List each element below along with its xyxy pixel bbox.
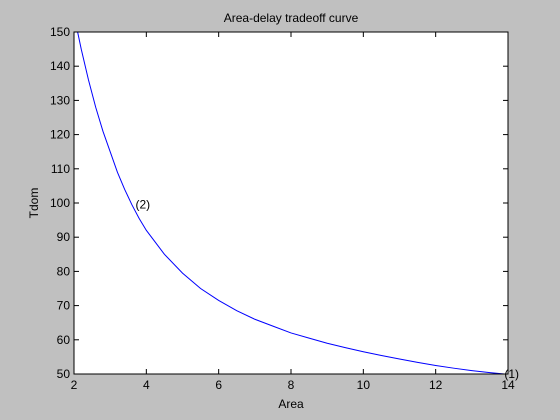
y-tick-label: 80 bbox=[57, 264, 71, 278]
y-tick-label: 50 bbox=[57, 367, 71, 381]
x-tick-label: 4 bbox=[143, 378, 150, 392]
annotation-layer: (2) (1) bbox=[135, 198, 519, 381]
series-line bbox=[77, 31, 505, 375]
x-tick-label: 8 bbox=[288, 378, 295, 392]
chart-title: Area-delay tradeoff curve bbox=[224, 11, 359, 25]
x-tick-label: 14 bbox=[501, 378, 515, 392]
plot-frame bbox=[73, 31, 509, 375]
y-tick-label: 60 bbox=[57, 333, 71, 347]
y-tick-label: 150 bbox=[50, 25, 70, 39]
y-tick-label: 90 bbox=[57, 230, 71, 244]
data-line-layer bbox=[77, 31, 505, 375]
y-tick-label: 110 bbox=[51, 162, 70, 176]
y-tick-label: 70 bbox=[57, 299, 71, 313]
x-tick-label: 12 bbox=[429, 378, 443, 392]
point-annotation: (2) bbox=[135, 198, 150, 212]
x-tick-label: 2 bbox=[71, 378, 78, 392]
x-axis-label: Area bbox=[278, 397, 304, 411]
y-tick-label: 100 bbox=[50, 196, 70, 210]
x-tick-label: 6 bbox=[215, 378, 222, 392]
axis-ticks: 2 4 6 8 10 12 14 50 60 70 80 90 100 110 120 130 140 150 bbox=[50, 25, 515, 392]
y-tick-label: 120 bbox=[50, 128, 70, 142]
x-tick-label: 10 bbox=[357, 378, 371, 392]
plot-area bbox=[74, 32, 508, 374]
y-tick-label: 130 bbox=[50, 93, 70, 107]
point-annotation: (1) bbox=[504, 367, 519, 381]
y-axis-label: Tdom bbox=[27, 188, 41, 219]
y-tick-label: 140 bbox=[50, 59, 70, 73]
